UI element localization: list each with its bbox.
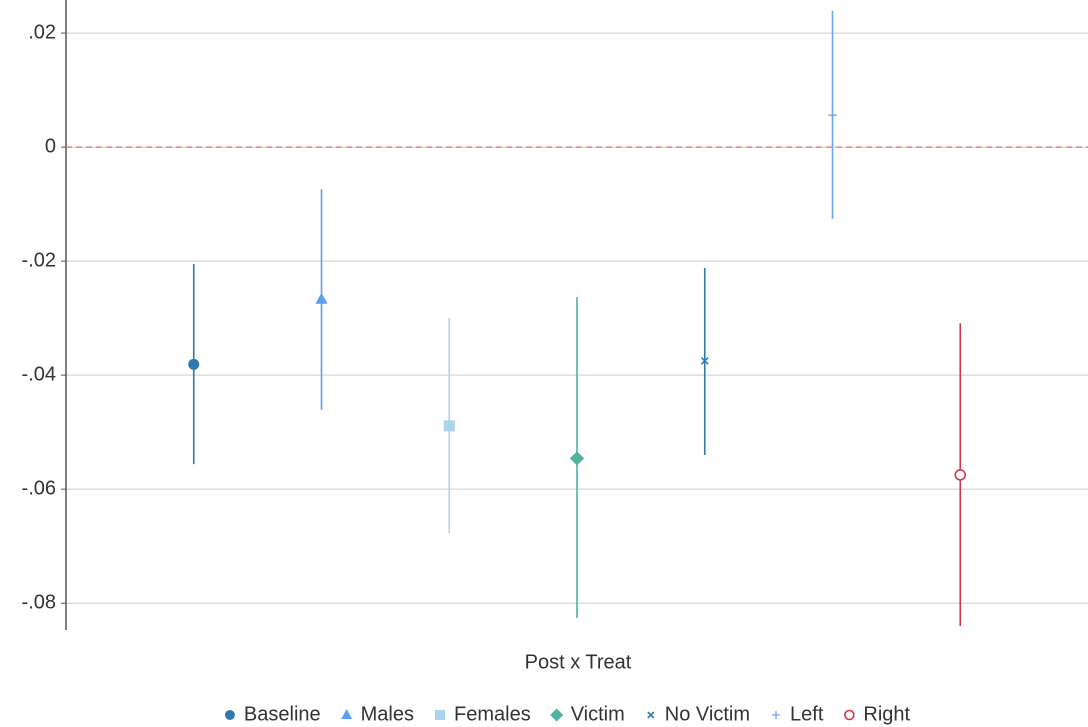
legend-label: Baseline xyxy=(244,703,321,725)
point xyxy=(954,469,966,481)
legend-marker xyxy=(550,708,564,722)
legend: Baseline Males Females Victim No Victim Left R… xyxy=(224,703,911,725)
legend-label: Females xyxy=(454,703,531,725)
y-tick-label: .02 xyxy=(28,21,56,43)
legend-label: Males xyxy=(361,703,414,725)
legend-marker xyxy=(772,711,781,719)
point xyxy=(828,110,837,120)
legend-marker xyxy=(224,710,235,720)
x-axis-title: Post x Treat xyxy=(525,651,632,673)
legend-marker xyxy=(647,711,655,719)
legend-label: Victim xyxy=(571,703,625,725)
y-tick-label: -.08 xyxy=(22,591,56,613)
legend-label: Left xyxy=(790,703,824,725)
legend-marker xyxy=(844,709,855,721)
point xyxy=(700,357,709,365)
y-tick-label: 0 xyxy=(45,135,56,157)
legend-marker xyxy=(341,709,353,719)
legend-label: Right xyxy=(863,703,910,725)
point xyxy=(569,451,585,466)
point xyxy=(188,358,200,370)
y-tick-label: -.06 xyxy=(22,477,56,499)
point xyxy=(315,292,328,304)
y-tick-label: -.04 xyxy=(22,363,56,385)
legend-label: No Victim xyxy=(665,703,750,725)
y-tick-label: -.02 xyxy=(22,249,56,271)
point xyxy=(443,420,455,432)
legend-marker xyxy=(435,710,445,720)
